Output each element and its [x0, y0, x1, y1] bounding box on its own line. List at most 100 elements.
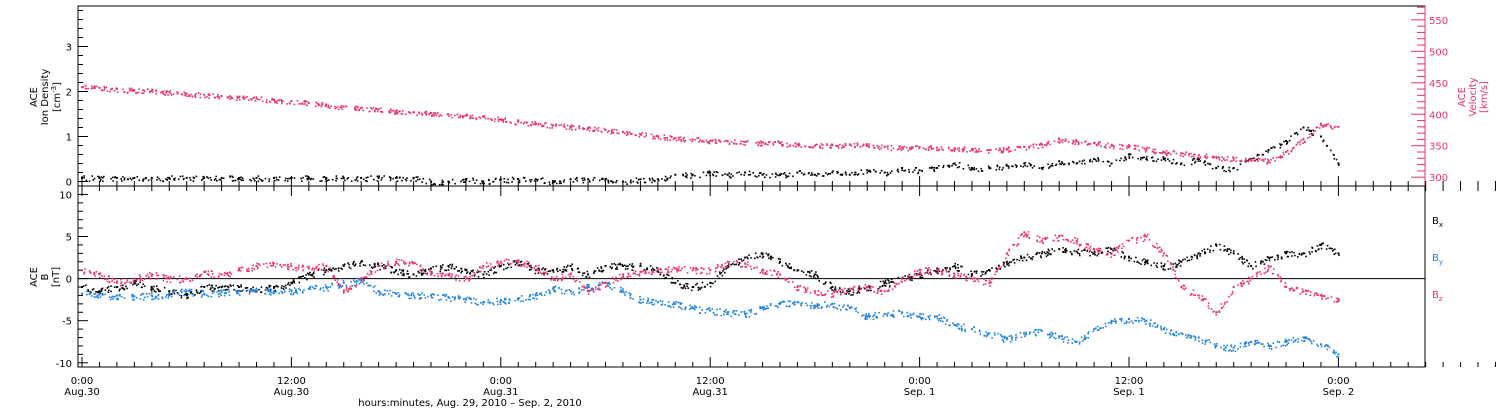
- bx-point: [1250, 264, 1253, 267]
- by-sample: [419, 298, 421, 300]
- bx-sample: [1031, 258, 1034, 261]
- density-sample: [123, 178, 126, 181]
- density-sample: [729, 176, 731, 179]
- velocity-point: [168, 91, 171, 94]
- velocity-sample: [1049, 143, 1051, 146]
- by-sample: [748, 309, 750, 312]
- by-sample: [620, 291, 623, 294]
- bx-sample: [1269, 256, 1272, 259]
- density-sample: [607, 180, 610, 183]
- by-sample: [1187, 333, 1190, 336]
- by-sample: [139, 297, 142, 300]
- density-sample: [636, 181, 638, 183]
- by-sample: [388, 292, 390, 295]
- by-sample: [889, 314, 892, 316]
- by-sample: [419, 297, 421, 299]
- bz-sample: [416, 263, 418, 266]
- density-sample: [431, 184, 433, 186]
- velocity-tick-label: 300: [1429, 173, 1448, 184]
- bz-sample: [83, 271, 86, 274]
- by-sample: [762, 306, 764, 308]
- by-sample: [165, 296, 167, 298]
- by-sample: [454, 296, 456, 298]
- velocity-sample: [603, 127, 606, 130]
- density-sample: [355, 178, 358, 180]
- density-sample: [237, 178, 239, 180]
- density-unit-exponent: -3: [50, 86, 58, 93]
- velocity-sample: [634, 134, 637, 136]
- by-sample: [1074, 340, 1076, 342]
- density-sample: [1262, 154, 1265, 156]
- by-sample: [255, 290, 258, 292]
- velocity-sample: [1121, 148, 1124, 151]
- bx-point: [1040, 252, 1043, 255]
- bz-sample: [355, 284, 358, 286]
- velocity-sample: [176, 93, 179, 95]
- bx-sample: [946, 266, 948, 269]
- bz-sample: [430, 272, 433, 274]
- velocity-sample: [1267, 158, 1269, 161]
- bz-sample: [178, 275, 181, 277]
- by-sample: [589, 289, 592, 292]
- by-sample: [508, 298, 511, 300]
- density-sample: [666, 177, 668, 180]
- bz-sample: [473, 271, 475, 274]
- velocity-sample: [1154, 152, 1157, 155]
- bx-point: [272, 286, 275, 289]
- bz-sample: [716, 266, 718, 269]
- density-sample: [174, 177, 176, 180]
- by-sample: [780, 301, 783, 304]
- by-sample: [482, 303, 485, 306]
- density-unit-close: ]: [52, 82, 63, 86]
- density-sample: [142, 180, 144, 182]
- by-sample: [351, 284, 353, 287]
- velocity-sample: [380, 111, 383, 113]
- density-sample: [138, 179, 140, 182]
- velocity-sample: [1064, 139, 1066, 142]
- bx-sample: [747, 257, 749, 260]
- velocity-point: [1110, 144, 1113, 147]
- by-sample: [93, 293, 95, 295]
- by-sample: [1014, 336, 1017, 339]
- by-sample: [384, 293, 386, 295]
- bz-sample: [676, 269, 678, 271]
- bz-sample: [424, 272, 426, 275]
- density-sample: [461, 179, 464, 181]
- bx-sample: [1155, 264, 1158, 267]
- by-point: [1093, 328, 1096, 331]
- by-sample: [338, 287, 340, 289]
- density-sample: [507, 181, 510, 184]
- velocity-sample: [497, 118, 500, 121]
- density-sample: [1155, 160, 1158, 163]
- density-sample: [416, 178, 419, 181]
- bz-sample: [695, 269, 697, 272]
- by-sample: [140, 294, 142, 297]
- velocity-sample: [718, 139, 720, 141]
- velocity-sample: [126, 91, 129, 94]
- bx-sample: [761, 256, 764, 259]
- by-sample: [933, 316, 936, 318]
- bx-sample: [731, 263, 734, 265]
- bz-sample: [490, 267, 493, 270]
- bz-sample: [588, 290, 591, 293]
- bx-sample: [1002, 264, 1005, 266]
- density-sample: [715, 171, 718, 173]
- by-sample: [765, 307, 768, 310]
- velocity-sample: [897, 148, 900, 150]
- by-sample: [227, 288, 230, 291]
- bz-sample: [120, 282, 122, 284]
- by-sample: [390, 295, 393, 297]
- by-sample: [1297, 341, 1299, 343]
- density-sample: [415, 176, 418, 179]
- bz-sample: [555, 275, 558, 278]
- bz-sample: [739, 266, 742, 268]
- velocity-sample: [250, 99, 253, 101]
- by-sample: [545, 291, 548, 294]
- velocity-sample: [914, 145, 917, 148]
- by-sample: [1035, 328, 1037, 331]
- bx-sample: [951, 265, 954, 268]
- bz-sample: [217, 275, 220, 277]
- by-sample: [104, 293, 106, 296]
- density-point: [621, 180, 624, 183]
- density-sample: [652, 179, 654, 181]
